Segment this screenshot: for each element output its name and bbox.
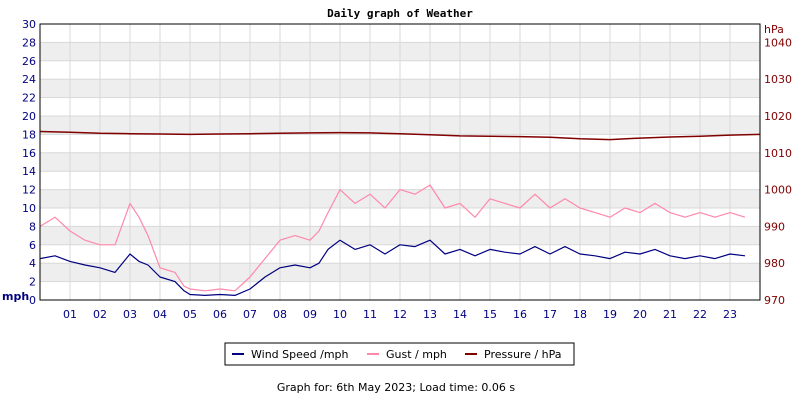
- left-tick-label: 0: [29, 294, 36, 307]
- x-tick-label: 12: [393, 308, 407, 321]
- left-tick-label: 14: [22, 165, 36, 178]
- left-tick-label: 26: [22, 55, 36, 68]
- left-tick-label: 22: [22, 92, 36, 105]
- chart-title: Daily graph of Weather: [327, 7, 473, 20]
- x-tick-label: 04: [153, 308, 167, 321]
- left-tick-label: 8: [29, 220, 36, 233]
- legend-item-gust: Gust / mph: [367, 348, 447, 361]
- right-tick-label: 1030: [764, 73, 792, 86]
- x-tick-label: 10: [333, 308, 347, 321]
- x-tick-label: 03: [123, 308, 137, 321]
- left-tick-label: 30: [22, 18, 36, 31]
- wind-speed-line: [39, 239, 746, 296]
- wind-speed-series: [39, 239, 746, 296]
- x-tick-label: 20: [633, 308, 647, 321]
- x-tick-label: 16: [513, 308, 527, 321]
- left-tick-label: 28: [22, 36, 36, 49]
- legend-box: [224, 342, 575, 366]
- left-tick-label: 6: [29, 239, 36, 252]
- pressure-line: [39, 130, 761, 141]
- left-tick-label: 10: [22, 202, 36, 215]
- legend-item-pressure: Pressure / hPa: [465, 348, 562, 361]
- x-tick-label: 15: [483, 308, 497, 321]
- right-tick-label: 1000: [764, 184, 792, 197]
- right-tick-label: 1010: [764, 147, 792, 160]
- left-tick-label: 20: [22, 110, 36, 123]
- x-tick-label: 06: [213, 308, 227, 321]
- x-tick-label: 22: [693, 308, 707, 321]
- legend-label-gust: Gust / mph: [386, 348, 447, 361]
- x-tick-label: 09: [303, 308, 317, 321]
- x-tick-label: 08: [273, 308, 287, 321]
- x-axis-ticks: 01 02 03 04 05 06 07 08 09 10 11 12 13 14 15 16 17 18 19 20…: [63, 308, 737, 321]
- left-tick-label: 24: [22, 73, 36, 86]
- x-tick-label: 07: [243, 308, 257, 321]
- gust-series: [39, 184, 746, 292]
- x-tick-label: 13: [423, 308, 437, 321]
- left-tick-label: 4: [29, 257, 36, 270]
- right-tick-label: 990: [764, 220, 785, 233]
- left-axis-unit: mph: [2, 290, 29, 303]
- x-tick-label: 23: [723, 308, 737, 321]
- left-tick-label: 12: [22, 184, 36, 197]
- legend-label-pressure: Pressure / hPa: [484, 348, 562, 361]
- right-tick-label: 1020: [764, 110, 792, 123]
- legend-label-wind: Wind Speed /mph: [251, 348, 349, 361]
- x-tick-label: 11: [363, 308, 377, 321]
- x-tick-label: 17: [543, 308, 557, 321]
- plot-frame: [39, 23, 761, 301]
- pressure-series: [39, 130, 761, 141]
- right-tick-label: 1040: [764, 36, 792, 49]
- x-tick-label: 19: [603, 308, 617, 321]
- gust-line: [39, 184, 746, 292]
- x-tick-label: 01: [63, 308, 77, 321]
- left-tick-label: 18: [22, 128, 36, 141]
- x-tick-label: 14: [453, 308, 467, 321]
- x-tick-label: 02: [93, 308, 107, 321]
- right-tick-label: 980: [764, 257, 785, 270]
- x-tick-label: 05: [183, 308, 197, 321]
- left-tick-label: 2: [29, 276, 36, 289]
- right-axis-unit: hPa: [764, 23, 784, 36]
- right-axis-ticks: 970 980 990 1000 1010 1020 1030 1040: [764, 36, 792, 307]
- x-tick-label: 18: [573, 308, 587, 321]
- right-tick-label: 970: [764, 294, 785, 307]
- left-tick-label: 16: [22, 147, 36, 160]
- legend-item-wind: Wind Speed /mph: [232, 348, 349, 361]
- footer-caption: Graph for: 6th May 2023; Load time: 0.06…: [277, 381, 516, 394]
- x-tick-label: 21: [663, 308, 677, 321]
